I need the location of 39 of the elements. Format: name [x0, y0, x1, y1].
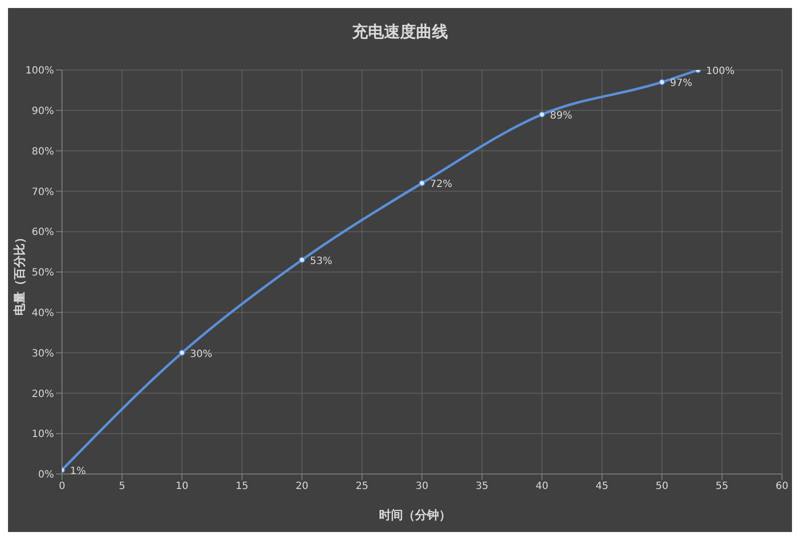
chart-title: 充电速度曲线 — [351, 22, 449, 43]
y-tick-label: 90% — [32, 106, 54, 117]
x-tick-label: 15 — [236, 481, 248, 492]
x-tick-label: 50 — [656, 481, 668, 492]
x-tick-label: 10 — [176, 481, 188, 492]
point — [419, 180, 425, 186]
point — [179, 350, 185, 356]
y-tick-label: 0% — [38, 470, 54, 481]
y-axis-title: 电量（百分比） — [12, 231, 28, 315]
x-tick-label: 5 — [118, 481, 126, 492]
x-tick-label: 35 — [476, 481, 488, 492]
x-axis-title: 时间（分钟） — [378, 507, 452, 524]
x-tick-label: 0 — [58, 481, 66, 492]
y-tick-label: 60% — [32, 227, 54, 238]
x-tick-label: 45 — [596, 481, 608, 492]
x-tick-label: 40 — [536, 481, 548, 492]
data-label: 72% — [430, 179, 452, 190]
y-tick-label: 80% — [32, 146, 54, 158]
data-label: 30% — [190, 348, 212, 360]
point — [539, 111, 545, 118]
y-tick-label: 20% — [32, 388, 54, 400]
data-label: 100% — [706, 66, 735, 77]
y-tick-label: 40% — [32, 308, 54, 319]
data-label: 97% — [670, 78, 692, 90]
y-tick-label: 70% — [32, 186, 54, 198]
x-tick-label: 60 — [776, 481, 788, 492]
y-tick-label: 100% — [25, 66, 54, 77]
y-tick-label: 50% — [32, 268, 54, 279]
data-label: 53% — [310, 256, 332, 267]
x-tick-label: 55 — [716, 481, 728, 492]
y-tick-label: 30% — [32, 348, 54, 360]
x-tick-label: 30 — [416, 481, 428, 492]
x-tick-label: 20 — [296, 481, 308, 492]
x-tick-label: 25 — [356, 481, 368, 492]
y-tick-label: 10% — [32, 429, 54, 440]
point — [659, 79, 665, 86]
point — [299, 256, 305, 263]
data-label: 1% — [70, 466, 86, 477]
data-label: 89% — [550, 110, 572, 122]
